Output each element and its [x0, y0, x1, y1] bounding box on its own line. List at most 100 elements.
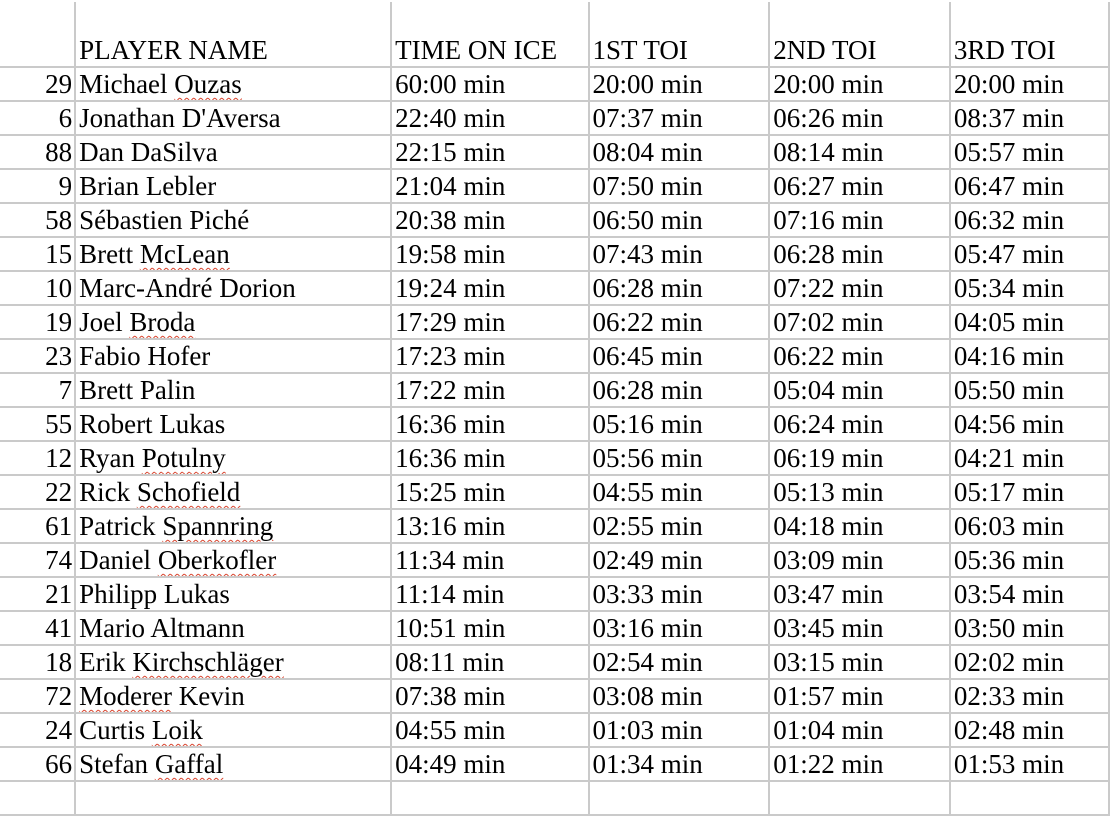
cell-player-name[interactable]: Brett McLean [74, 236, 393, 272]
cell-time-on-ice[interactable]: 17:29 min [390, 304, 590, 340]
cell-3rd-toi[interactable]: 04:56 min [948, 406, 1110, 442]
cell-3rd-toi[interactable]: 05:57 min [948, 134, 1110, 170]
empty-cell[interactable] [74, 780, 393, 816]
header-cell-number[interactable] [0, 2, 77, 68]
cell-3rd-toi[interactable]: 05:36 min [948, 542, 1110, 578]
cell-time-on-ice[interactable]: 16:36 min [390, 406, 590, 442]
cell-3rd-toi[interactable]: 04:21 min [948, 440, 1110, 476]
cell-2nd-toi[interactable]: 01:04 min [768, 712, 951, 748]
cell-3rd-toi[interactable]: 05:17 min [948, 474, 1110, 510]
cell-1st-toi[interactable]: 03:33 min [587, 576, 771, 612]
cell-1st-toi[interactable]: 06:22 min [587, 304, 771, 340]
cell-player-name[interactable]: Michael Ouzas [74, 66, 393, 102]
cell-1st-toi[interactable]: 07:37 min [587, 100, 771, 136]
cell-time-on-ice[interactable]: 16:36 min [390, 440, 590, 476]
cell-time-on-ice[interactable]: 08:11 min [390, 644, 590, 680]
cell-time-on-ice[interactable]: 11:34 min [390, 542, 590, 578]
cell-time-on-ice[interactable]: 04:49 min [390, 746, 590, 782]
cell-player-name[interactable]: Mario Altmann [74, 610, 393, 646]
cell-time-on-ice[interactable]: 60:00 min [390, 66, 590, 102]
cell-1st-toi[interactable]: 08:04 min [587, 134, 771, 170]
cell-player-name[interactable]: Robert Lukas [74, 406, 393, 442]
cell-player-name[interactable]: Marc-André Dorion [74, 270, 393, 306]
cell-2nd-toi[interactable]: 08:14 min [768, 134, 951, 170]
empty-cell[interactable] [390, 780, 590, 816]
cell-player-name[interactable]: Brett Palin [74, 372, 393, 408]
cell-2nd-toi[interactable]: 01:22 min [768, 746, 951, 782]
cell-3rd-toi[interactable]: 06:03 min [948, 508, 1110, 544]
cell-3rd-toi[interactable]: 02:33 min [948, 678, 1110, 714]
cell-3rd-toi[interactable]: 04:05 min [948, 304, 1110, 340]
empty-cell[interactable] [768, 780, 951, 816]
cell-2nd-toi[interactable]: 07:02 min [768, 304, 951, 340]
cell-number[interactable]: 10 [0, 270, 77, 306]
cell-player-name[interactable]: Dan DaSilva [74, 134, 393, 170]
cell-1st-toi[interactable]: 06:28 min [587, 270, 771, 306]
cell-number[interactable]: 6 [0, 100, 77, 136]
cell-1st-toi[interactable]: 06:50 min [587, 202, 771, 238]
cell-3rd-toi[interactable]: 06:47 min [948, 168, 1110, 204]
cell-time-on-ice[interactable]: 19:58 min [390, 236, 590, 272]
cell-number[interactable]: 66 [0, 746, 77, 782]
cell-1st-toi[interactable]: 02:55 min [587, 508, 771, 544]
cell-2nd-toi[interactable]: 05:13 min [768, 474, 951, 510]
cell-2nd-toi[interactable]: 06:22 min [768, 338, 951, 374]
cell-1st-toi[interactable]: 05:16 min [587, 406, 771, 442]
header-cell-player-name[interactable]: PLAYER NAME [74, 2, 393, 68]
cell-player-name[interactable]: Jonathan D'Aversa [74, 100, 393, 136]
cell-2nd-toi[interactable]: 04:18 min [768, 508, 951, 544]
cell-2nd-toi[interactable]: 06:28 min [768, 236, 951, 272]
cell-time-on-ice[interactable]: 07:38 min [390, 678, 590, 714]
cell-number[interactable]: 22 [0, 474, 77, 510]
cell-player-name[interactable]: Ryan Potulny [74, 440, 393, 476]
cell-1st-toi[interactable]: 06:45 min [587, 338, 771, 374]
cell-time-on-ice[interactable]: 11:14 min [390, 576, 590, 612]
cell-number[interactable]: 61 [0, 508, 77, 544]
cell-player-name[interactable]: Brian Lebler [74, 168, 393, 204]
header-cell-2nd-toi[interactable]: 2ND TOI [768, 2, 951, 68]
cell-number[interactable]: 58 [0, 202, 77, 238]
cell-number[interactable]: 55 [0, 406, 77, 442]
cell-1st-toi[interactable]: 06:28 min [587, 372, 771, 408]
empty-cell[interactable] [587, 780, 771, 816]
empty-cell[interactable] [0, 780, 77, 816]
cell-1st-toi[interactable]: 02:54 min [587, 644, 771, 680]
cell-number[interactable]: 41 [0, 610, 77, 646]
empty-cell[interactable] [948, 780, 1110, 816]
cell-number[interactable]: 72 [0, 678, 77, 714]
cell-1st-toi[interactable]: 05:56 min [587, 440, 771, 476]
cell-3rd-toi[interactable]: 05:47 min [948, 236, 1110, 272]
cell-3rd-toi[interactable]: 20:00 min [948, 66, 1110, 102]
cell-time-on-ice[interactable]: 15:25 min [390, 474, 590, 510]
header-cell-3rd-toi[interactable]: 3RD TOI [948, 2, 1110, 68]
cell-1st-toi[interactable]: 07:50 min [587, 168, 771, 204]
cell-player-name[interactable]: Rick Schofield [74, 474, 393, 510]
header-cell-time-on-ice[interactable]: TIME ON ICE [390, 2, 590, 68]
cell-number[interactable]: 88 [0, 134, 77, 170]
cell-number[interactable]: 19 [0, 304, 77, 340]
cell-2nd-toi[interactable]: 03:45 min [768, 610, 951, 646]
cell-number[interactable]: 29 [0, 66, 77, 102]
cell-2nd-toi[interactable]: 03:47 min [768, 576, 951, 612]
cell-3rd-toi[interactable]: 08:37 min [948, 100, 1110, 136]
cell-player-name[interactable]: Erik Kirchschläger [74, 644, 393, 680]
cell-1st-toi[interactable]: 07:43 min [587, 236, 771, 272]
cell-2nd-toi[interactable]: 03:09 min [768, 542, 951, 578]
cell-2nd-toi[interactable]: 07:22 min [768, 270, 951, 306]
cell-time-on-ice[interactable]: 22:15 min [390, 134, 590, 170]
cell-2nd-toi[interactable]: 06:27 min [768, 168, 951, 204]
cell-player-name[interactable]: Philipp Lukas [74, 576, 393, 612]
cell-number[interactable]: 7 [0, 372, 77, 408]
header-cell-1st-toi[interactable]: 1ST TOI [587, 2, 771, 68]
cell-number[interactable]: 23 [0, 338, 77, 374]
cell-player-name[interactable]: Stefan Gaffal [74, 746, 393, 782]
cell-time-on-ice[interactable]: 10:51 min [390, 610, 590, 646]
cell-player-name[interactable]: Curtis Loik [74, 712, 393, 748]
cell-3rd-toi[interactable]: 04:16 min [948, 338, 1110, 374]
cell-player-name[interactable]: Fabio Hofer [74, 338, 393, 374]
cell-player-name[interactable]: Sébastien Piché [74, 202, 393, 238]
cell-time-on-ice[interactable]: 21:04 min [390, 168, 590, 204]
cell-2nd-toi[interactable]: 06:24 min [768, 406, 951, 442]
cell-3rd-toi[interactable]: 06:32 min [948, 202, 1110, 238]
cell-time-on-ice[interactable]: 22:40 min [390, 100, 590, 136]
